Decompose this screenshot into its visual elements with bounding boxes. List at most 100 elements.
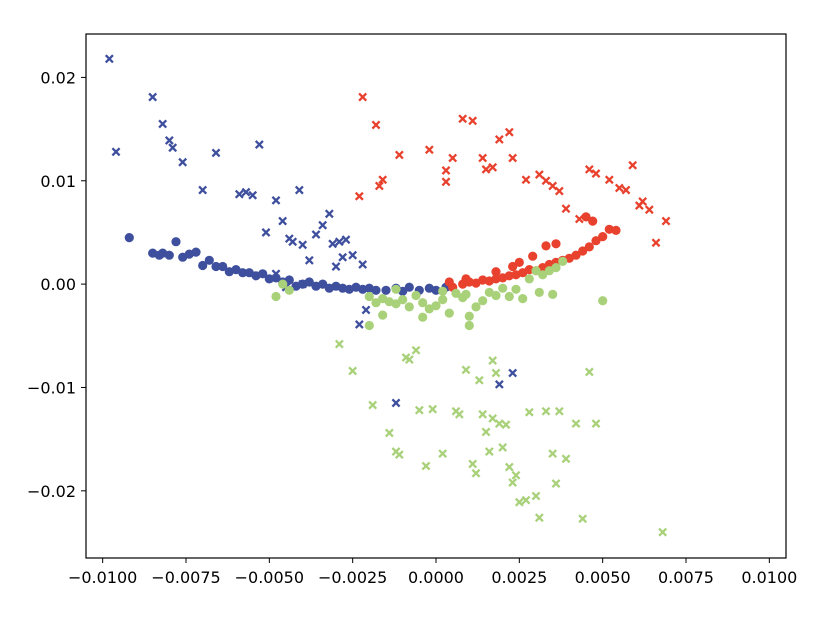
point-x xyxy=(511,470,521,480)
y-tick-label: 0.02 xyxy=(40,68,76,87)
point-x xyxy=(474,375,484,385)
y-axis: 0.02 0.01 0.00 −0.01 −0.02 xyxy=(27,68,86,501)
x-tick-label: 0.0050 xyxy=(575,568,631,587)
y-tick-label: 0.01 xyxy=(40,172,76,191)
point-x xyxy=(504,127,514,137)
point-x xyxy=(491,368,501,378)
point-x xyxy=(554,406,564,416)
point-circle xyxy=(581,212,591,222)
point-circle xyxy=(511,284,521,294)
point-x xyxy=(178,157,188,167)
point-circle xyxy=(238,268,248,278)
point-x xyxy=(531,491,541,501)
point-circle xyxy=(611,225,621,235)
point-x xyxy=(561,204,571,214)
point-x xyxy=(294,185,304,195)
point-circle xyxy=(451,288,461,298)
x-axis: −0.0100 −0.0075 −0.0050 −0.0025 0.0000 0.0025… xyxy=(68,558,797,587)
x-tick-label: 0.0100 xyxy=(741,568,797,587)
point-x xyxy=(614,183,624,193)
point-x xyxy=(468,459,478,469)
point-x xyxy=(421,461,431,471)
point-x xyxy=(334,237,344,247)
point-circle xyxy=(498,283,508,293)
point-circle xyxy=(284,285,294,295)
point-circle xyxy=(551,239,561,249)
point-x xyxy=(508,478,518,487)
point-x xyxy=(468,116,478,126)
point-circle xyxy=(444,277,454,287)
point-x xyxy=(324,209,334,219)
point-x xyxy=(534,170,544,179)
point-x xyxy=(481,427,491,437)
point-circle xyxy=(391,284,401,294)
point-x xyxy=(584,164,594,174)
point-circle xyxy=(548,289,558,299)
point-circle xyxy=(578,246,588,256)
point-x xyxy=(198,185,208,195)
point-circle xyxy=(391,299,401,309)
point-circle xyxy=(218,261,228,272)
point-x xyxy=(494,135,504,144)
y-tick-label: −0.01 xyxy=(27,378,76,397)
point-x xyxy=(394,150,404,160)
point-x xyxy=(374,181,384,191)
point-x xyxy=(454,409,464,419)
point-circle xyxy=(258,269,268,279)
point-x xyxy=(318,220,328,230)
point-x xyxy=(411,345,421,355)
point-circle xyxy=(571,250,581,260)
point-x xyxy=(584,367,594,377)
point-x xyxy=(638,197,648,206)
point-x xyxy=(441,166,451,175)
point-x xyxy=(488,162,498,172)
point-circle xyxy=(278,279,288,289)
point-x xyxy=(438,449,448,459)
point-x xyxy=(331,262,341,271)
point-circle xyxy=(551,263,561,273)
point-circle xyxy=(431,301,441,311)
point-circle xyxy=(444,308,454,318)
point-x xyxy=(354,191,364,201)
point-circle xyxy=(364,320,374,331)
point-x xyxy=(478,409,488,419)
point-x xyxy=(278,216,288,226)
point-x xyxy=(298,279,308,289)
point-circle xyxy=(271,291,281,302)
point-circle xyxy=(558,256,568,266)
point-circle xyxy=(528,251,538,261)
point-x xyxy=(338,252,348,262)
point-x xyxy=(271,195,281,205)
point-x xyxy=(391,398,401,408)
point-circle xyxy=(514,257,524,267)
point-circle xyxy=(464,320,474,331)
point-x xyxy=(304,255,314,265)
point-x xyxy=(254,140,264,150)
point-circle xyxy=(471,302,481,312)
point-x xyxy=(461,365,471,375)
point-x xyxy=(111,147,121,157)
point-circle xyxy=(531,266,541,276)
point-x xyxy=(591,419,601,429)
point-x xyxy=(628,160,638,170)
point-circle xyxy=(411,290,421,301)
point-circle xyxy=(318,279,328,289)
point-x xyxy=(358,92,368,102)
point-circle xyxy=(504,291,514,302)
point-x xyxy=(481,164,491,174)
point-x xyxy=(621,185,631,195)
point-x xyxy=(604,175,614,185)
point-circle xyxy=(538,270,548,280)
point-x xyxy=(548,449,558,459)
point-x xyxy=(458,114,468,124)
x-tick-label: −0.0100 xyxy=(68,568,137,587)
x-tick-label: 0.0025 xyxy=(491,568,547,587)
point-circle xyxy=(491,267,501,277)
point-x xyxy=(578,514,588,524)
point-circle xyxy=(491,290,501,301)
point-circle xyxy=(418,298,428,308)
point-x xyxy=(514,497,524,507)
point-x xyxy=(288,237,298,247)
point-circle xyxy=(164,250,174,260)
point-x xyxy=(348,250,358,260)
